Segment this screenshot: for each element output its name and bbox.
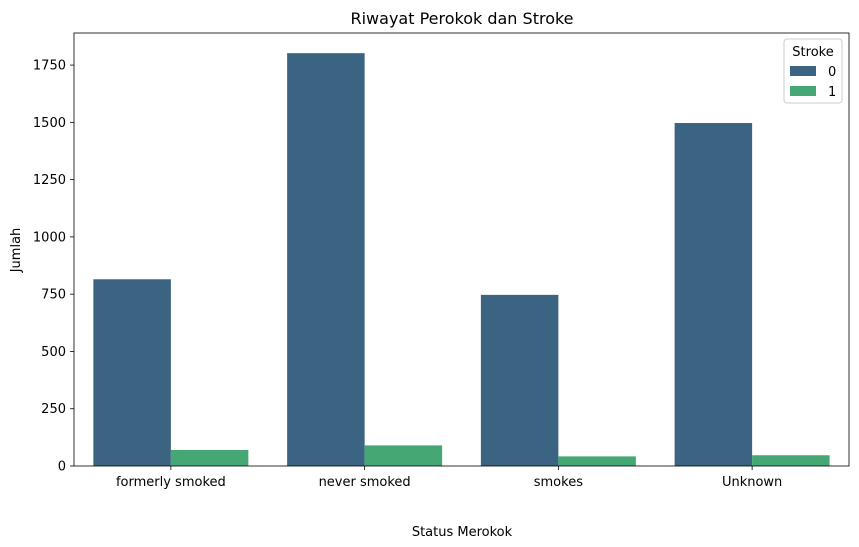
x-axis-label: Status Merokok <box>412 525 513 540</box>
y-tick-label: 1000 <box>33 230 66 245</box>
bar-never-smoked-stroke-0 <box>287 53 365 466</box>
bar-unknown-stroke-0 <box>674 123 753 467</box>
y-tick-label: 750 <box>41 288 66 303</box>
chart-title: Riwayat Perokok dan Stroke <box>350 9 573 28</box>
x-axis: formerly smoked never smoked smokes Unknown <box>116 466 782 490</box>
y-tick-label: 0 <box>58 460 66 475</box>
y-tick-label: 1250 <box>33 173 66 188</box>
x-tick-label: never smoked <box>319 475 411 490</box>
bar-smokes-stroke-0 <box>480 294 559 466</box>
legend-swatch-1 <box>790 86 816 96</box>
plot-frame <box>73 32 850 467</box>
bars <box>93 53 830 467</box>
y-tick-label: 500 <box>41 345 66 360</box>
bar-never-smoked-stroke-1 <box>364 445 443 466</box>
y-tick-label: 1500 <box>33 116 66 131</box>
bar-formerly-smoked-stroke-0 <box>93 279 171 466</box>
x-tick-label: formerly smoked <box>116 475 226 490</box>
y-tick-label: 1750 <box>33 59 66 74</box>
y-axis-label: Jumlah <box>9 228 24 274</box>
y-tick-label: 250 <box>41 402 66 417</box>
bar-formerly-smoked-stroke-1 <box>170 449 249 466</box>
legend: Stroke 0 1 <box>783 38 843 104</box>
legend-label-0: 0 <box>828 65 836 80</box>
legend-label-1: 1 <box>828 85 836 100</box>
legend-swatch-0 <box>790 66 816 76</box>
legend-title: Stroke <box>792 45 833 60</box>
bar-smokes-stroke-1 <box>558 456 636 466</box>
bar-unknown-stroke-1 <box>752 455 830 466</box>
x-tick-label: smokes <box>534 475 583 490</box>
x-tick-label: Unknown <box>722 475 782 490</box>
y-axis: 0 250 500 750 1000 1250 1500 1750 <box>33 59 74 475</box>
